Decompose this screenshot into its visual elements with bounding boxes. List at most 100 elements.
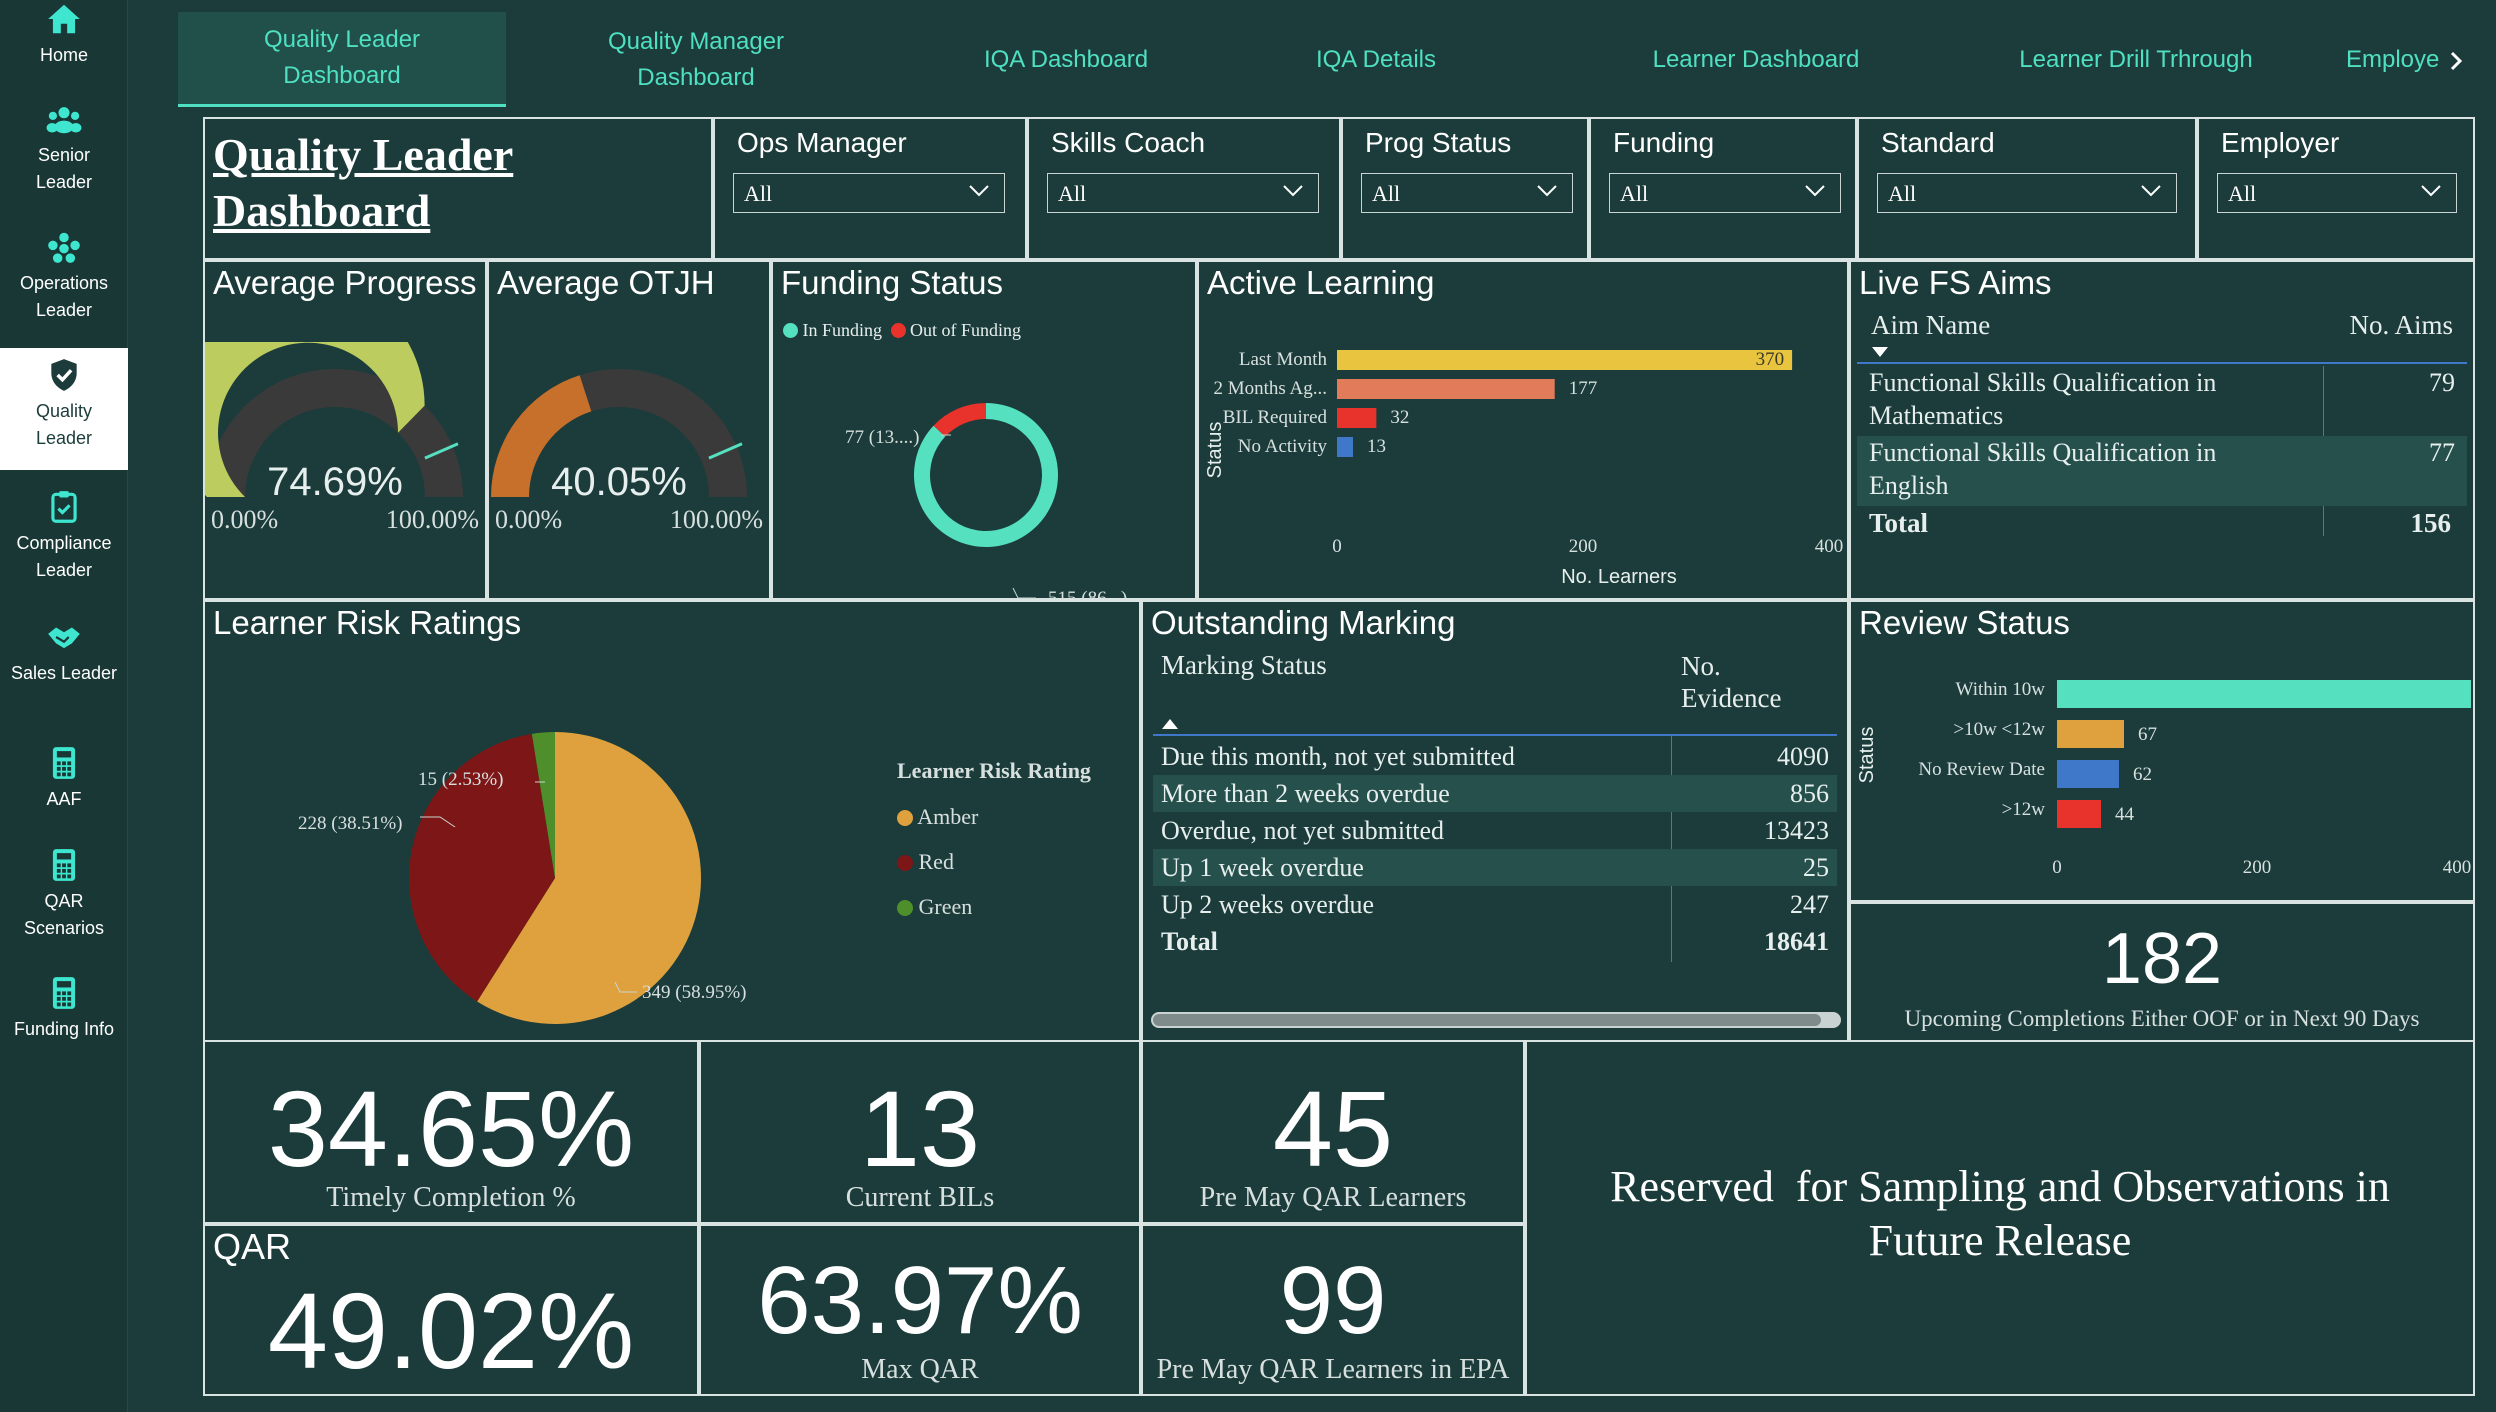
bar-category-label: Last Month [1239, 349, 1328, 370]
max-qar-label: Max QAR [861, 1354, 979, 1385]
chart-legend: In Funding Out of Funding [783, 320, 1021, 341]
filter-standard: Standard All [1857, 117, 2197, 260]
learner-risk-card: Learner Risk Ratings 15 (2.53%) 228 (38.… [203, 600, 1141, 1042]
y-axis-title: Status [1856, 727, 1878, 784]
filter-skills-coach: Skills Coach All [1027, 117, 1341, 260]
pie-label-red: 228 (38.51%) [298, 813, 402, 834]
label-leader-line [420, 816, 456, 828]
x-tick-label: 200 [1569, 536, 1598, 557]
bar [2057, 680, 2471, 708]
table-row[interactable]: Overdue, not yet submitted 13423 [1153, 812, 1837, 849]
legend-item-red[interactable]: Red [897, 839, 978, 884]
tab-quality-leader-dashboard[interactable]: Quality Leader Dashboard [178, 12, 506, 107]
tab-quality-manager-dashboard[interactable]: Quality Manager Dashboard [526, 12, 866, 107]
legend-item-amber[interactable]: Amber [897, 794, 978, 839]
table-row[interactable]: Functional Skills Qualification in Mathe… [1857, 366, 2467, 436]
pre-may-qar-epa-card: 99 Pre May QAR Learners in EPA [1141, 1224, 1525, 1396]
pie-label-amber: 349 (58.95%) [642, 982, 746, 1003]
tab-label: Quality Leader [263, 26, 421, 53]
gauge-max-label: 100.00% [669, 505, 763, 534]
reserved-line: Reserved for Sampling and Observations i… [1610, 1162, 2390, 1211]
chevron-right-icon[interactable] [2446, 46, 2468, 76]
legend-swatch [897, 855, 913, 871]
table-row[interactable]: Up 2 weeks overdue 247 [1153, 886, 1837, 923]
filter-label: Standard [1881, 127, 1995, 158]
card-title: Live FS Aims [1859, 264, 2052, 301]
gauge-value: 40.05% [551, 460, 687, 504]
scrollbar-thumb[interactable] [1153, 1014, 1821, 1026]
sidebar-item-quality-leader[interactable]: Quality Leader [0, 348, 128, 470]
column-header-aim-name[interactable]: Aim Name [1871, 310, 1991, 340]
filter-dropdown[interactable]: All [1361, 173, 1573, 213]
bar-category-label: Within 10w [1956, 679, 2046, 700]
chevron-down-icon [2141, 185, 2161, 197]
aim-name-line: Mathematics [1869, 401, 2004, 430]
sidebar-item-aaf[interactable]: AAF [0, 744, 128, 824]
tab-iqa-dashboard[interactable]: IQA Dashboard [983, 45, 1149, 73]
home-icon [48, 4, 80, 34]
y-axis-title: Status [1204, 422, 1226, 479]
sidebar-item-senior-leader[interactable]: Senior Leader [0, 100, 128, 210]
tab-iqa-details[interactable]: IQA Details [1315, 45, 1437, 73]
donut-label-out-of-funding: 77 (13....) [845, 427, 919, 448]
x-axis-title: No. Learners [1561, 566, 1677, 588]
page-title-panel: Quality Leader Dashboard [203, 117, 713, 260]
card-title: Funding Status [781, 264, 1003, 301]
table-row[interactable]: Up 1 week overdue 25 [1153, 849, 1837, 886]
legend-item-green[interactable]: Green [897, 884, 978, 929]
row-label: More than 2 weeks overdue [1161, 779, 1450, 808]
legend-label: Out of Funding [910, 320, 1022, 340]
table-row[interactable]: Due this month, not yet submitted 4090 [1153, 738, 1837, 775]
sidebar-item-funding-info[interactable]: Funding Info [0, 974, 128, 1054]
filter-dropdown[interactable]: All [1877, 173, 2177, 213]
current-bils-value: 13 [859, 1068, 981, 1189]
tab-employer[interactable]: Employe [2346, 45, 2440, 73]
filter-dropdown[interactable]: All [733, 173, 1005, 213]
outstanding-marking-card: Outstanding Marking Marking Status No. E… [1141, 600, 1849, 1042]
column-header-marking-status[interactable]: Marking Status [1161, 650, 1327, 680]
table-row[interactable]: More than 2 weeks overdue 856 [1153, 775, 1837, 812]
column-header-no-evidence[interactable]: No. Evidence [1681, 650, 1781, 714]
filter-employer: Employer All [2197, 117, 2475, 260]
legend-swatch [897, 810, 913, 826]
bar [2057, 760, 2119, 788]
badge-check-icon [51, 491, 77, 523]
active-learning-card: Active Learning Status No. Learners Last… [1197, 260, 1849, 600]
sidebar-item-qar-scenarios[interactable]: QAR Scenarios [0, 846, 128, 956]
page-title: Quality Leader Dashboard [213, 127, 513, 239]
header-line: No. [1681, 651, 1721, 681]
filter-dropdown[interactable]: All [2217, 173, 2457, 213]
filter-label: Skills Coach [1051, 127, 1206, 158]
pre-may-qar-epa-value: 99 [1279, 1247, 1387, 1354]
column-header-no-aims[interactable]: No. Aims [2349, 310, 2453, 340]
table-row[interactable]: Functional Skills Qualification in Engli… [1857, 436, 2467, 506]
bar-value-label: 32 [1390, 407, 1409, 428]
funding-status-card: Funding Status In Funding Out of Funding… [771, 260, 1197, 600]
card-title: Active Learning [1207, 264, 1435, 301]
row-label: Overdue, not yet submitted [1161, 816, 1445, 845]
sidebar-item-label: AAF [46, 789, 82, 809]
sidebar-item-operations-leader[interactable]: Operations Leader [0, 228, 128, 338]
bar [1337, 437, 1353, 457]
filter-value: All [1620, 181, 1649, 206]
sort-asc-icon[interactable] [1161, 718, 1179, 730]
tab-learner-dashboard[interactable]: Learner Dashboard [1652, 45, 1860, 73]
row-value: 13423 [1764, 816, 1829, 845]
group-icon [48, 232, 80, 263]
max-qar-value: 63.97% [757, 1247, 1083, 1354]
legend-label: Green [918, 894, 973, 919]
tab-learner-drill-through[interactable]: Learner Drill Trhrough [2019, 45, 2253, 73]
gauge-target-marker [708, 442, 743, 460]
sidebar-item-compliance-leader[interactable]: Compliance Leader [0, 488, 128, 598]
bar-value-label: 62 [2133, 764, 2152, 785]
reserved-line: Future Release [1868, 1216, 2132, 1265]
upcoming-completions-label: Upcoming Completions Either OOF or in Ne… [1904, 1006, 2420, 1031]
sidebar-item-sales-leader[interactable]: Sales Leader [0, 618, 128, 728]
sidebar-item-home[interactable]: Home [0, 0, 128, 80]
chevron-down-icon [1805, 185, 1825, 197]
filter-prog-status: Prog Status All [1341, 117, 1589, 260]
horizontal-scrollbar[interactable] [1151, 1012, 1841, 1028]
filter-dropdown[interactable]: All [1609, 173, 1841, 213]
sort-desc-icon[interactable] [1871, 346, 1889, 358]
filter-dropdown[interactable]: All [1047, 173, 1319, 213]
